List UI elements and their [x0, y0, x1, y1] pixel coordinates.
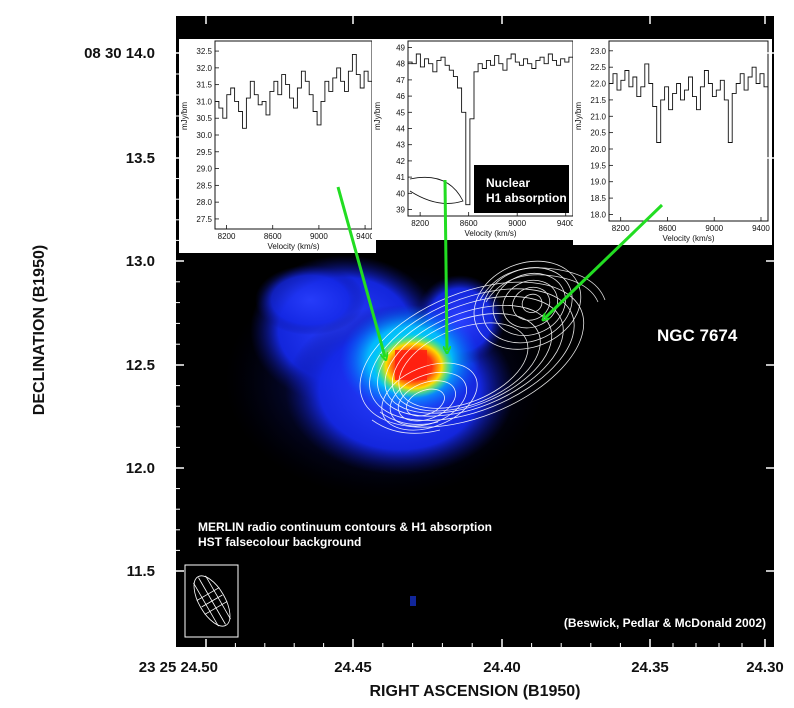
- inset-y-label: mJy/bm: [180, 102, 189, 130]
- y-tick-label: 08 30 14.0: [84, 45, 155, 62]
- inset-y-tick-label: 45: [396, 108, 405, 117]
- inset-y-tick-label: 30.5: [196, 114, 212, 123]
- inset-y-tick-label: 20.5: [590, 129, 606, 138]
- inset-x-tick-label: 8600: [264, 232, 282, 241]
- x-tick-label: 23 25 24.50: [139, 659, 218, 676]
- spectrum-insets: 32.5 32.0 31.5 31.0 30.5 30.0 29.5 29.0 28.5 28.0…: [179, 39, 772, 253]
- inset-y-tick-label: 28.5: [196, 181, 212, 190]
- inset-x-label: Velocity (km/s): [267, 242, 319, 251]
- inset-y-tick-label: 44: [396, 125, 405, 134]
- inset-x-tick-label: 8200: [218, 232, 236, 241]
- spectrum-line: [408, 53, 573, 206]
- inset-y-tick-label: 29.5: [196, 148, 212, 157]
- spectrum-inset-1: 32.5 32.0 31.5 31.0 30.5 30.0 29.5 29.0 28.5 28.0…: [179, 39, 376, 253]
- y-tick-label: 12.5: [126, 357, 155, 374]
- x-tick-label: 24.30: [746, 659, 784, 676]
- inset-x-tick-label: 8200: [612, 224, 630, 233]
- inset-y-tick-label: 22.0: [590, 80, 606, 89]
- caption-line-2: HST falsecolour background: [198, 535, 361, 549]
- inset-y-tick-label: 43: [396, 141, 405, 150]
- inset-contour: [409, 176, 464, 204]
- inset-x-tick-label: 9400: [356, 232, 374, 241]
- inset-x-tick-label: 8600: [460, 219, 478, 228]
- y-tick-label: 13.5: [126, 150, 155, 167]
- inset-y-tick-label: 30.0: [196, 131, 212, 140]
- inset-y-tick-label: 23.0: [590, 47, 606, 56]
- arrow-right: [545, 203, 664, 318]
- arrow-middle: [445, 179, 447, 350]
- inset-y-tick-label: 32.0: [196, 64, 212, 73]
- inset-y-tick-label: 19.5: [590, 161, 606, 170]
- inset-y-tick-label: 20.0: [590, 145, 606, 154]
- x-tick-label: 24.35: [631, 659, 669, 676]
- inset-y-tick-label: 42: [396, 157, 405, 166]
- inset-y-tick-label: 19.0: [590, 178, 606, 187]
- inset-x-tick-label: 9000: [508, 219, 526, 228]
- annotation-bg: [474, 165, 569, 213]
- inset-x-tick-label: 9000: [705, 224, 723, 233]
- inset-y-tick-label: 39: [396, 206, 405, 215]
- spectrum-inset-3: 23.0 22.5 22.0 21.5 21.0 20.5 20.0 19.5 19.0 18.5…: [573, 39, 772, 245]
- inset-y-tick-label: 28.0: [196, 198, 212, 207]
- y-tick-label: 13.0: [126, 253, 155, 270]
- x-tick-label: 24.45: [334, 659, 372, 676]
- inset-y-tick-label: 49: [396, 43, 405, 52]
- inset-x-tick-label: 9400: [557, 219, 575, 228]
- inset-y-tick-label: 21.0: [590, 112, 606, 121]
- inset-y-tick-label: 31.5: [196, 81, 212, 90]
- y-tick-label: 12.0: [126, 460, 155, 477]
- spectrum-line: [609, 63, 768, 143]
- inset-y-tick-label: 18.5: [590, 194, 606, 203]
- spectrum-line: [215, 53, 372, 129]
- x-tick-label: 24.40: [483, 659, 521, 676]
- x-axis-label: RIGHT ASCENSION (B1950): [370, 683, 581, 700]
- axes: 23 25 24.50 24.45 24.40 24.35 24.30 08 30 14.…: [84, 16, 784, 676]
- credit-text: (Beswick, Pedlar & McDonald 2002): [564, 616, 766, 630]
- inset-y-tick-label: 32.5: [196, 47, 212, 56]
- inset-y-label: mJy/bm: [373, 102, 382, 130]
- inset-x-tick-label: 9400: [752, 224, 770, 233]
- inset-y-tick-label: 47: [396, 76, 405, 85]
- inset-y-tick-label: 46: [396, 92, 405, 101]
- inset-y-label: mJy/bm: [574, 102, 583, 130]
- radio-contours: [359, 260, 585, 431]
- inset-y-tick-label: 40: [396, 189, 405, 198]
- chart-title: NGC 7674: [657, 326, 738, 345]
- nuclear-label-line1: Nuclear: [486, 176, 530, 190]
- inset-x-tick-label: 8200: [411, 219, 429, 228]
- inset-frame: [214, 40, 373, 230]
- inset-y-tick-label: 31.0: [196, 97, 212, 106]
- inset-y-tick-label: 27.5: [196, 215, 212, 224]
- arrow-left: [336, 186, 385, 357]
- inset-y-tick-label: 22.5: [590, 63, 606, 72]
- inset-x-tick-label: 8600: [659, 224, 677, 233]
- y-axis-label: DECLINATION (B1950): [31, 245, 48, 415]
- y-tick-label: 11.5: [127, 563, 155, 580]
- inset-frame: [608, 40, 769, 222]
- beam-box: [184, 564, 239, 638]
- caption-line-1: MERLIN radio continuum contours & H1 abs…: [198, 520, 492, 534]
- contour-arcs: [371, 267, 606, 434]
- inset-y-tick-label: 29.0: [196, 165, 212, 174]
- spectrum-inset-2: 49 48 47 46 45 44 43 42 41 40 39 8200 8600 9000 9400 Ve…: [372, 39, 577, 240]
- inset-y-tick-label: 48: [396, 60, 405, 69]
- nuclear-label-line2: H1 absorption: [486, 191, 567, 205]
- inset-x-label: Velocity (km/s): [464, 229, 516, 238]
- inset-y-tick-label: 21.5: [590, 96, 606, 105]
- inset-y-tick-label: 41: [396, 173, 405, 182]
- inset-x-tick-label: 9000: [310, 232, 328, 241]
- arrows: [336, 179, 664, 357]
- inset-x-label: Velocity (km/s): [662, 234, 714, 243]
- inset-y-tick-label: 18.0: [590, 210, 606, 219]
